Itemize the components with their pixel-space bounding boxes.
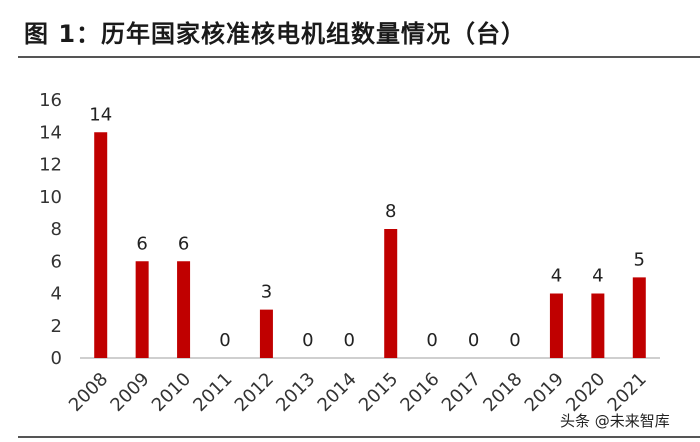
data-label: 0 <box>509 330 520 351</box>
y-tick-label: 14 <box>39 122 62 143</box>
bar <box>135 261 149 358</box>
y-tick-label: 8 <box>51 219 62 240</box>
bar <box>549 293 563 358</box>
data-label: 0 <box>219 330 230 351</box>
data-label: 4 <box>551 266 562 287</box>
y-tick-label: 6 <box>51 251 62 272</box>
x-tick-label: 2011 <box>189 369 236 416</box>
y-tick-label: 4 <box>51 284 62 305</box>
data-label: 6 <box>136 233 147 254</box>
x-tick-label: 2020 <box>562 369 609 416</box>
x-tick-label: 2017 <box>438 369 485 416</box>
bar <box>384 229 398 358</box>
y-tick-label: 2 <box>51 316 62 337</box>
bar <box>177 261 191 358</box>
data-label: 14 <box>89 104 112 125</box>
x-tick-label: 2008 <box>65 369 112 416</box>
x-tick-label: 2016 <box>396 369 443 416</box>
data-label: 4 <box>592 266 603 287</box>
bar <box>591 293 605 358</box>
x-tick-label: 2014 <box>314 369 361 416</box>
bar <box>259 309 273 358</box>
data-label: 8 <box>385 201 396 222</box>
data-label: 0 <box>302 330 313 351</box>
bar <box>632 277 646 358</box>
x-tick-label: 2019 <box>521 369 568 416</box>
y-tick-label: 0 <box>51 348 62 369</box>
x-tick-label: 2012 <box>231 369 278 416</box>
data-label: 0 <box>468 330 479 351</box>
title-divider <box>18 56 700 58</box>
watermark-text: 头条 @未来智库 <box>560 412 670 430</box>
x-tick-label: 2013 <box>272 369 319 416</box>
data-label: 6 <box>178 233 189 254</box>
x-tick-label: 2010 <box>148 369 195 416</box>
x-tick-label: 2018 <box>479 369 526 416</box>
data-label: 0 <box>426 330 437 351</box>
bottom-divider <box>18 436 700 438</box>
data-label: 0 <box>344 330 355 351</box>
chart-title: 图 1：历年国家核准核电机组数量情况（台） <box>24 20 527 48</box>
data-label: 5 <box>634 249 645 270</box>
y-tick-label: 12 <box>39 155 62 176</box>
x-tick-label: 2015 <box>355 369 402 416</box>
y-tick-label: 10 <box>39 187 62 208</box>
x-tick-label: 2021 <box>604 369 651 416</box>
bar <box>94 132 108 358</box>
y-tick-label: 16 <box>39 90 62 111</box>
x-tick-label: 2009 <box>106 369 153 416</box>
data-label: 3 <box>261 282 272 303</box>
